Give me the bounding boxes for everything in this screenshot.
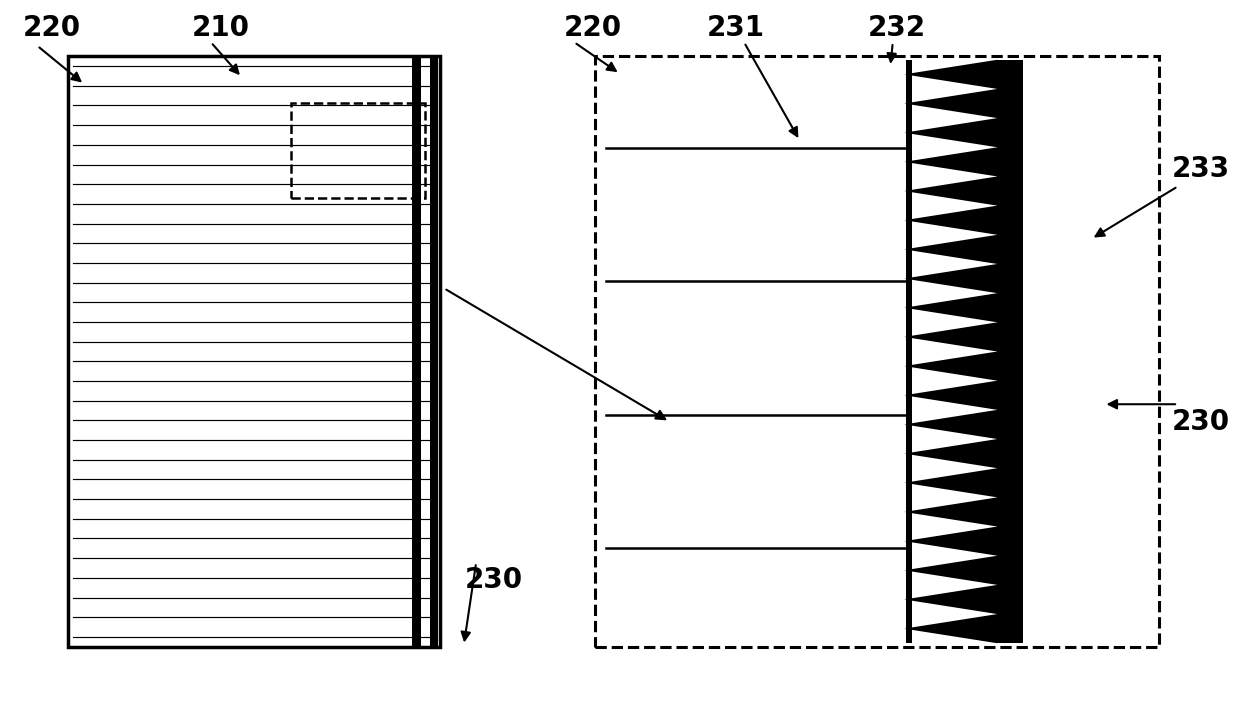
Polygon shape (904, 293, 997, 322)
Polygon shape (904, 381, 997, 410)
Text: 233: 233 (1172, 155, 1230, 183)
Polygon shape (904, 322, 997, 352)
Bar (1003, 60, 1023, 643)
Bar (911, 60, 997, 643)
Polygon shape (904, 148, 997, 176)
Text: 231: 231 (707, 14, 765, 42)
Polygon shape (904, 89, 997, 118)
Polygon shape (904, 555, 997, 585)
Text: 220: 220 (564, 14, 622, 42)
Polygon shape (904, 235, 997, 264)
Text: 210: 210 (192, 14, 250, 42)
Polygon shape (904, 352, 997, 381)
Polygon shape (904, 614, 997, 643)
Polygon shape (904, 176, 997, 206)
Bar (430, 56, 438, 647)
Polygon shape (904, 585, 997, 614)
Text: 230: 230 (465, 566, 523, 594)
Polygon shape (904, 206, 997, 235)
Polygon shape (904, 527, 997, 555)
Bar (905, 60, 1023, 643)
Polygon shape (904, 468, 997, 498)
Polygon shape (904, 498, 997, 527)
Text: 230: 230 (1172, 408, 1230, 436)
Text: 232: 232 (868, 14, 926, 42)
Text: 220: 220 (22, 14, 81, 42)
Bar (595, 56, 1159, 647)
Bar (412, 56, 420, 647)
Polygon shape (904, 264, 997, 293)
Polygon shape (904, 439, 997, 468)
Polygon shape (904, 60, 997, 89)
Polygon shape (904, 410, 997, 439)
Bar (68, 56, 440, 647)
Polygon shape (904, 118, 997, 148)
Bar (291, 103, 425, 198)
